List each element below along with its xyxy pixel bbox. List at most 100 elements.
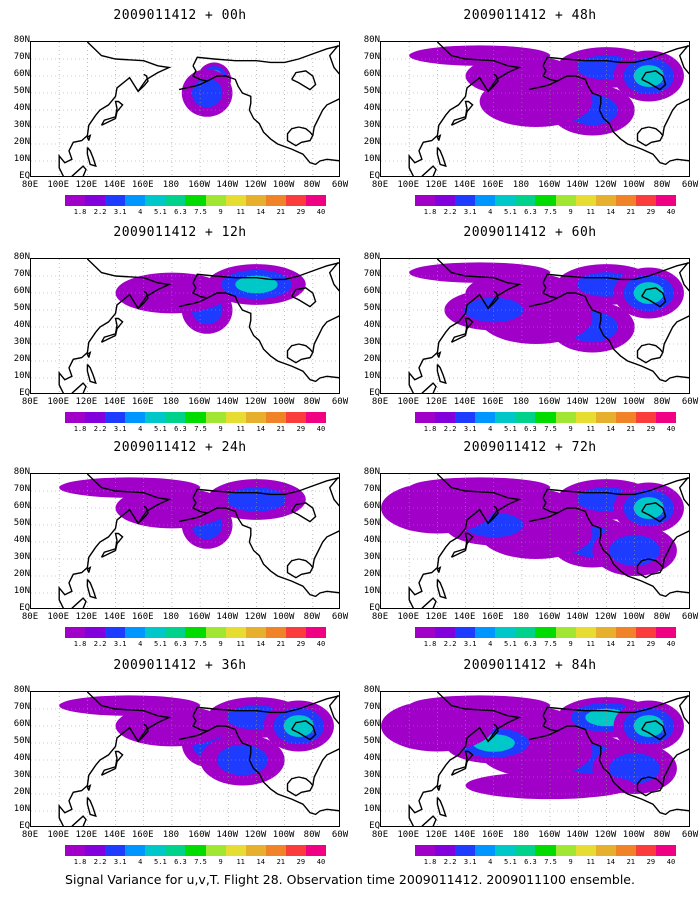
- colorbar-label: 14: [256, 208, 265, 216]
- longitude-label: 160E: [131, 612, 154, 622]
- colorbar-swatch: [595, 845, 616, 856]
- colorbar-label: 14: [606, 425, 615, 433]
- colorbar-label: 7.5: [194, 640, 207, 648]
- colorbar: [65, 627, 327, 638]
- colorbar-label: 3.1: [463, 425, 477, 433]
- longitude-label: 140W: [216, 612, 239, 622]
- colorbar-swatch: [515, 627, 536, 638]
- colorbar-label: 9: [218, 425, 223, 433]
- longitude-label: 100E: [397, 180, 420, 190]
- longitude-label: 160W: [188, 612, 210, 622]
- longitude-label: 140E: [453, 830, 476, 840]
- colorbar-swatch: [165, 412, 186, 423]
- longitude-label: 80W: [303, 180, 320, 190]
- colorbar-label: 40: [666, 425, 676, 433]
- latitude-label: 30N: [13, 552, 30, 562]
- longitude-label: 140W: [566, 830, 589, 840]
- coastline: [408, 259, 522, 393]
- colorbar-swatch: [415, 412, 436, 423]
- latitude-label: 10N: [363, 371, 380, 381]
- longitude-label: 60W: [681, 612, 699, 622]
- latitude-label: 20N: [363, 787, 380, 797]
- coastline: [137, 73, 149, 92]
- longitude-label: 60W: [331, 612, 349, 622]
- latitude-label: 50N: [13, 86, 30, 96]
- latitude-label: 60N: [363, 286, 380, 296]
- coastline: [286, 558, 314, 579]
- coastline: [291, 502, 317, 523]
- coastline: [58, 259, 172, 393]
- colorbar-label: 1.8: [73, 425, 87, 433]
- latitude-label: 10N: [13, 154, 30, 164]
- colorbar-label: 5.1: [154, 425, 167, 433]
- map-panel: 2009011412 + 72h 80N 70N 60N 50N 40N 30N 20N 10N…: [360, 432, 700, 652]
- colorbar-labels: 1.8 2.2 3.1 4 5.1 6.3 7.5 9 11 14 21 29 40: [415, 208, 676, 218]
- coastline: [678, 261, 689, 292]
- latitude-label: 20N: [13, 137, 30, 147]
- colorbar-label: 5.1: [504, 640, 517, 648]
- latitude-label: 70N: [363, 52, 380, 62]
- coastline: [192, 497, 339, 598]
- variance-map: [31, 474, 339, 608]
- colorbar-swatch: [245, 412, 266, 423]
- coastline: [678, 476, 689, 507]
- longitude-label: 140W: [216, 830, 239, 840]
- colorbar-swatch: [85, 412, 106, 423]
- colorbar-label: 1.8: [423, 208, 437, 216]
- longitude-label: 160W: [538, 830, 560, 840]
- colorbar-swatch: [105, 412, 126, 423]
- coastline: [528, 297, 558, 308]
- longitude-label: 160W: [538, 397, 560, 407]
- coastline: [312, 748, 339, 786]
- longitude-label: 120E: [425, 180, 448, 190]
- colorbar-swatch: [495, 412, 516, 423]
- coastline: [662, 530, 689, 568]
- colorbar-label: 9: [568, 425, 573, 433]
- coastline: [286, 126, 314, 147]
- colorbar: [415, 845, 677, 856]
- longitude-label: 160E: [481, 397, 504, 407]
- latitude-label: 80N: [13, 252, 30, 262]
- colorbar-label: 1.8: [73, 858, 87, 866]
- colorbar-labels: 1.8 2.2 3.1 4 5.1 6.3 7.5 9 11 14 21 29 40: [415, 858, 676, 868]
- colorbar-labels: 1.8 2.2 3.1 4 5.1 6.3 7.5 9 11 14 21 29 40: [65, 425, 326, 435]
- map-frame: [30, 691, 340, 827]
- colorbar-swatch: [515, 195, 536, 206]
- coastline: [328, 44, 339, 75]
- latitude-label: 10N: [13, 371, 30, 381]
- colorbar-label: 3.1: [463, 640, 477, 648]
- longitude-label: 100E: [397, 612, 420, 622]
- latitude-label: 70N: [13, 52, 30, 62]
- colorbar-label: 5.1: [154, 640, 167, 648]
- longitude-label: 120W: [594, 180, 617, 190]
- colorbar-label: 1.8: [423, 425, 437, 433]
- variance-map: [31, 259, 339, 393]
- colorbar-label: 4: [488, 640, 493, 648]
- longitude-label: 60W: [681, 180, 699, 190]
- colorbar-swatch: [475, 412, 496, 423]
- colorbar-swatch: [205, 412, 226, 423]
- longitude-label: 120W: [594, 612, 617, 622]
- map-panel: 2009011412 + 36h 80N 70N 60N 50N 40N 30N 20N 10N…: [10, 650, 350, 870]
- latitude-label: 50N: [13, 303, 30, 313]
- coastline: [662, 98, 689, 136]
- colorbar-swatch: [555, 845, 576, 856]
- latitude-label: EQ: [369, 388, 380, 398]
- longitude-label: 180: [512, 180, 530, 190]
- colorbar-swatch: [635, 412, 656, 423]
- colorbar-label: 3.1: [113, 858, 127, 866]
- longitude-label: 100W: [622, 180, 645, 190]
- longitude-label: 120W: [594, 830, 617, 840]
- latitude-label: EQ: [19, 821, 30, 831]
- longitude-label: 140W: [566, 612, 589, 622]
- coastline: [178, 80, 208, 91]
- latitude-label: 60N: [13, 69, 30, 79]
- colorbar-swatch: [105, 845, 126, 856]
- colorbar-swatch: [615, 412, 636, 423]
- colorbar-swatch: [495, 627, 516, 638]
- latitude-label: 70N: [13, 702, 30, 712]
- colorbar-swatch: [535, 845, 556, 856]
- colorbar-label: 5.1: [504, 208, 517, 216]
- colorbar-label: 3.1: [113, 425, 127, 433]
- coastline: [528, 730, 558, 741]
